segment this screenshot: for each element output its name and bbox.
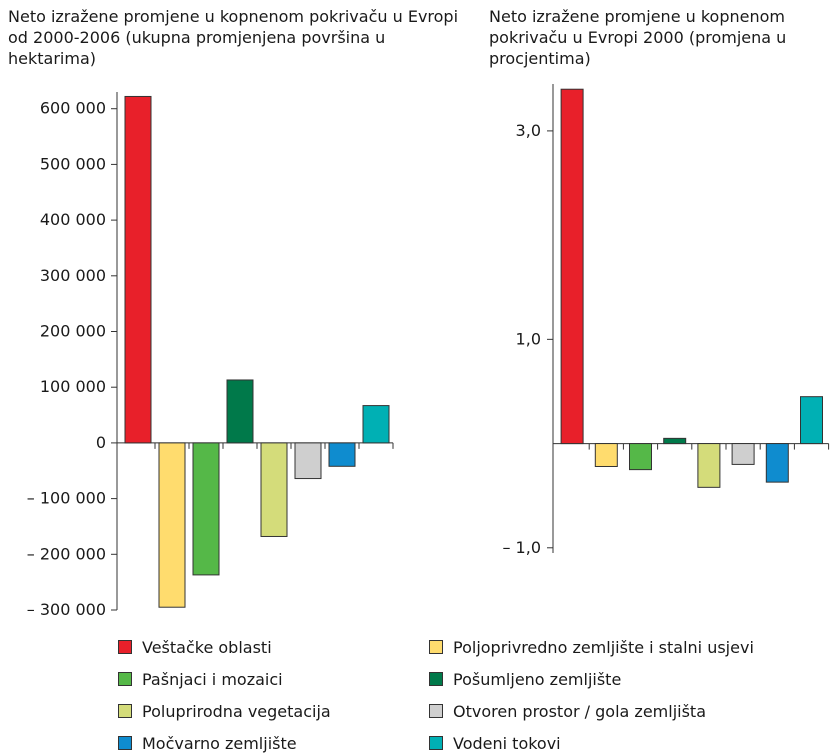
right-y-tick-label: – 1,0 (502, 538, 541, 557)
legend-swatch (429, 736, 443, 750)
left-y-tick-label: 100 000 (40, 377, 106, 396)
legend-item: Močvarno zemljište (118, 732, 297, 754)
right-bar (697, 443, 721, 488)
left-bar (328, 442, 356, 467)
left-y-tick-label: – 300 000 (27, 600, 106, 619)
right-y-tick-label: 3,0 (516, 121, 541, 140)
legend-item: Otvoren prostor / gola zemljišta (429, 700, 706, 722)
right-bar (765, 443, 789, 483)
left-bar (124, 95, 152, 444)
legend-swatch (429, 704, 443, 718)
legend-swatch (118, 736, 132, 750)
left-y-tick-label: 400 000 (40, 210, 106, 229)
legend-swatch (118, 640, 132, 654)
right-bar (731, 443, 755, 465)
legend-item: Pašnjaci i mozaici (118, 668, 283, 690)
legend-swatch (118, 672, 132, 686)
legend-label: Otvoren prostor / gola zemljišta (453, 701, 706, 721)
legend-label: Poluprirodna vegetacija (142, 701, 331, 721)
right-bar (800, 396, 823, 445)
legend-swatch (118, 704, 132, 718)
left-bar (260, 442, 288, 537)
legend-swatch (429, 672, 443, 686)
right-y-tick-label: 1,0 (516, 329, 541, 348)
legend-item: Poluprirodna vegetacija (118, 700, 331, 722)
left-bar (226, 379, 254, 444)
legend-label: Poljoprivredno zemljište i stalni usjevi (453, 637, 754, 657)
legend-label: Močvarno zemljište (142, 733, 297, 753)
legend-item: Poljoprivredno zemljište i stalni usjevi (429, 636, 754, 658)
legend-item: Pošumljeno zemljište (429, 668, 621, 690)
left-bar (294, 442, 322, 480)
legend-swatch (429, 640, 443, 654)
legend-label: Veštačke oblasti (142, 637, 272, 657)
left-y-tick-label: – 200 000 (27, 544, 106, 563)
left-y-tick-label: 200 000 (40, 322, 106, 341)
legend-label: Pošumljeno zemljište (453, 669, 622, 689)
left-bar (362, 405, 390, 444)
left-chart-title: Neto izražene promjene u kopnenom pokriv… (8, 7, 459, 68)
right-chart-title: Neto izražene promjene u kopnenom pokriv… (489, 7, 787, 68)
left-y-tick-label: 600 000 (40, 99, 106, 118)
legend-item: Vodeni tokovi (429, 732, 561, 754)
left-y-tick-label: – 100 000 (27, 489, 106, 508)
left-bar (192, 442, 220, 576)
right-bar (629, 443, 652, 471)
legend-label: Vodeni tokovi (453, 733, 561, 753)
right-bar (663, 437, 687, 445)
right-bar (560, 88, 584, 445)
legend-label: Pašnjaci i mozaici (142, 669, 283, 689)
charts-canvas: – 300 000 – 200 000 – 100 000 0 100 000 200 0… (27, 84, 830, 619)
left-y-tick-label: 500 000 (40, 154, 106, 173)
left-y-tick-label: 300 000 (40, 266, 106, 285)
left-y-tick-label: 0 (96, 433, 106, 452)
legend-item: Veštačke oblasti (118, 636, 272, 658)
left-bar (158, 442, 186, 608)
right-bar (594, 443, 618, 467)
